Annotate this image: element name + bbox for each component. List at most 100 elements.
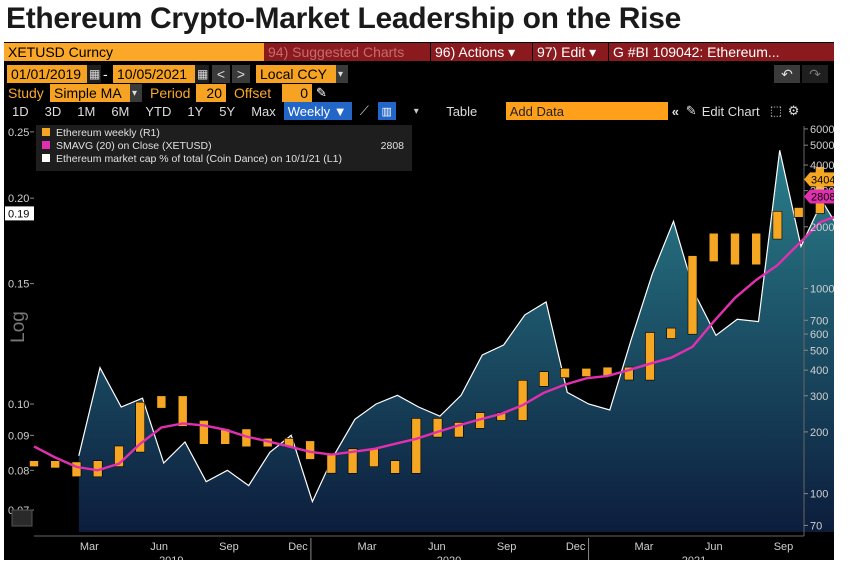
market-cap-area — [78, 150, 834, 532]
chevron-down-icon[interactable]: ▾ — [413, 105, 419, 117]
price-chart[interactable]: 0.250.200.150.100.090.080.070.19Log60005… — [4, 122, 834, 560]
eth-candle — [369, 448, 379, 467]
start-date-input[interactable]: 01/01/2019 — [7, 65, 87, 83]
right-tick-label: 6000 — [810, 124, 834, 136]
next-period-button[interactable]: > — [232, 65, 250, 83]
x-year-label: 2019 — [159, 555, 183, 560]
collapse-icon[interactable]: « — [671, 103, 679, 119]
suggested-charts-menu[interactable]: 94) Suggested Charts — [264, 43, 430, 61]
x-month-label: Mar — [358, 541, 377, 553]
legend-label: Ethereum weekly (R1) — [56, 127, 160, 139]
undo-icon[interactable]: ↶ — [774, 65, 800, 83]
eth-candle — [347, 448, 358, 474]
x-month-label: Sep — [774, 541, 794, 553]
left-axis-label: Log — [8, 311, 29, 343]
toolbar-main: XETUSD Curncy 94) Suggested Charts 96) A… — [4, 43, 834, 61]
pencil-icon[interactable]: ✎ — [685, 103, 697, 118]
right-value-tag-label: 3404 — [811, 174, 834, 186]
period-5y[interactable]: 5Y — [219, 103, 236, 119]
right-tick-label: 600 — [810, 329, 828, 341]
left-current-tag — [5, 206, 34, 221]
right-tick-label: 400 — [810, 365, 828, 377]
right-tick-label: 700 — [810, 315, 828, 327]
period-1d[interactable]: 1D — [12, 103, 29, 119]
study-select[interactable]: Simple MA — [50, 84, 130, 102]
study-label: Study — [8, 85, 44, 101]
eth-candle — [177, 395, 188, 427]
line-chart-icon[interactable]: ⟋ — [359, 103, 369, 118]
ticker-field[interactable]: XETUSD Curncy — [4, 43, 264, 61]
calendar-icon[interactable]: ▦ — [87, 65, 101, 83]
right-tick-label: 5000 — [810, 140, 834, 152]
frequency-select[interactable]: Weekly ▼ — [283, 102, 352, 120]
headline: Ethereum Crypto-Market Leadership on the… — [6, 2, 681, 35]
eth-candle — [114, 445, 124, 467]
edit-menu[interactable]: 97) Edit ▾ — [532, 43, 608, 61]
eth-candle — [730, 232, 740, 266]
x-month-label: Dec — [288, 541, 308, 553]
sma-line — [33, 215, 834, 472]
legend: Ethereum weekly (R1)SMAVG (20) on Close … — [36, 125, 412, 171]
legend-swatch — [42, 141, 50, 149]
period-label: Period — [150, 85, 191, 101]
eth-candle — [772, 211, 783, 240]
offset-label: Offset — [234, 85, 272, 101]
chevron-down-icon[interactable]: ▾ — [130, 84, 142, 102]
left-current-value: 0.19 — [8, 208, 29, 220]
x-year-label: 2020 — [437, 555, 461, 560]
period-input[interactable]: 20 — [196, 84, 226, 102]
right-tick-label: 70 — [810, 520, 822, 532]
left-tick-label: 0.20 — [8, 193, 29, 205]
bar-chart-icon[interactable]: ▥ — [377, 102, 396, 120]
left-tick-label: 0.25 — [8, 127, 29, 139]
eth-candle — [50, 460, 61, 469]
period-3d[interactable]: 3D — [44, 103, 62, 119]
toolbar-periods: 1D 3D 1M 6M YTD 1Y 5Y Max Weekly ▼ ⟋ ▥ ▾… — [4, 102, 834, 120]
right-tick-label: 200 — [810, 427, 828, 439]
right-tick-label: 100 — [810, 489, 828, 501]
right-value-tag — [804, 172, 834, 187]
currency-select[interactable]: Local CCY — [256, 65, 336, 83]
left-tick-label: 0.08 — [8, 465, 29, 477]
right-tick-label: 500 — [810, 345, 828, 357]
period-1y[interactable]: 1Y — [187, 103, 204, 119]
prev-period-button[interactable]: < — [212, 65, 230, 83]
x-year-label: 2021 — [682, 555, 706, 560]
gear-icon[interactable]: ⚙ — [787, 103, 800, 118]
eth-candle — [135, 401, 145, 453]
legend-swatch — [42, 154, 50, 162]
actions-menu[interactable]: 96) Actions ▾ — [430, 43, 532, 61]
pencil-icon[interactable]: ✎ — [316, 85, 327, 100]
annotate-icon[interactable]: ⬚ — [769, 103, 783, 118]
period-ytd[interactable]: YTD — [145, 103, 172, 119]
edit-chart-button[interactable]: Edit Chart — [701, 103, 760, 119]
add-data-input[interactable]: Add Data — [505, 102, 668, 120]
period-1m[interactable]: 1M — [77, 103, 96, 119]
table-button[interactable]: Table — [446, 103, 478, 119]
left-tick-label: 0.15 — [8, 279, 29, 291]
eth-candle — [793, 207, 804, 218]
chevron-down-icon[interactable]: ▾ — [336, 65, 348, 83]
end-date-input[interactable]: 10/05/2021 — [113, 65, 195, 83]
eth-candle — [517, 379, 528, 421]
eth-candle — [156, 395, 167, 409]
bi-chart-link[interactable]: G #BI 109042: Ethereum... — [608, 43, 834, 61]
x-month-label: Jun — [428, 541, 446, 553]
eth-candle — [666, 327, 677, 339]
legend-swatch — [42, 128, 50, 136]
calendar-icon[interactable]: ▦ — [195, 65, 209, 83]
eth-candle — [432, 418, 443, 438]
offset-input[interactable]: 0 — [282, 84, 312, 102]
eth-candle — [560, 368, 570, 379]
period-6m[interactable]: 6M — [111, 103, 130, 119]
period-max[interactable]: Max — [251, 103, 276, 119]
eth-candle — [687, 255, 698, 335]
x-month-label: Jun — [705, 541, 723, 553]
right-tick-label: 300 — [810, 391, 828, 403]
x-month-label: Mar — [80, 541, 99, 553]
toolbar-dates: 01/01/2019 ▦ - 10/05/2021 ▦ < > Local CC… — [4, 65, 834, 83]
chart-settings-icon[interactable] — [11, 509, 33, 527]
redo-icon[interactable]: ↷ — [802, 65, 828, 83]
x-month-label: Sep — [497, 541, 517, 553]
eth-candle — [751, 232, 762, 266]
